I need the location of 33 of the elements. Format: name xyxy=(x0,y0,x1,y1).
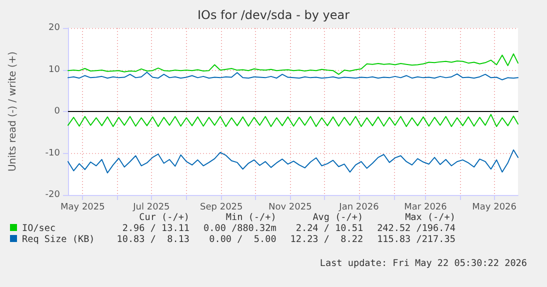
y-tick-label: 20 xyxy=(48,23,60,33)
y-tick-label: -10 xyxy=(45,148,60,158)
y-tick-label: 0 xyxy=(54,106,60,116)
x-tick-label: May 2025 xyxy=(60,202,105,212)
x-tick-label: Nov 2025 xyxy=(268,202,312,212)
text: 2.24 / 10.51 xyxy=(294,223,364,234)
x-tick-label: Sep 2025 xyxy=(200,202,243,212)
y-tick-label: -20 xyxy=(45,190,60,200)
y-tick-label: 10 xyxy=(48,64,60,75)
x-tick-label: Jul 2025 xyxy=(132,202,170,212)
text: 2.96 / 13.11 xyxy=(121,223,190,234)
text: Max (-/+) xyxy=(404,212,456,223)
legend-label: Req Size (KB) xyxy=(21,234,96,245)
x-tick-label: Jan 2026 xyxy=(338,202,380,212)
x-tick-label: May 2026 xyxy=(472,202,517,212)
text: Last update: Fri May 22 05:30:22 2026 xyxy=(320,258,527,269)
text: Min (-/+) xyxy=(224,212,276,223)
line-series xyxy=(68,53,518,75)
chart-title: IOs for /dev/sda - by year xyxy=(197,8,350,22)
text: 12.23 / 8.22 xyxy=(289,234,364,245)
text: 242.52 /196.74 xyxy=(376,223,456,234)
text: 115.83 /217.35 xyxy=(376,234,456,245)
line-series xyxy=(68,149,518,174)
x-tick-label: Mar 2026 xyxy=(404,202,448,212)
text: 0.00 / 5.00 xyxy=(208,234,276,245)
text: Cur (-/+) xyxy=(138,212,190,223)
y-axis-title: Units read (-) / write (+) xyxy=(8,51,18,172)
text: Avg (-/+) xyxy=(312,212,364,223)
text: 0.00 /880.32m xyxy=(202,223,276,234)
line-series xyxy=(68,72,518,80)
legend-label: IO/sec xyxy=(21,223,57,234)
line-series xyxy=(68,114,518,128)
text: 10.83 / 8.13 xyxy=(116,234,190,245)
